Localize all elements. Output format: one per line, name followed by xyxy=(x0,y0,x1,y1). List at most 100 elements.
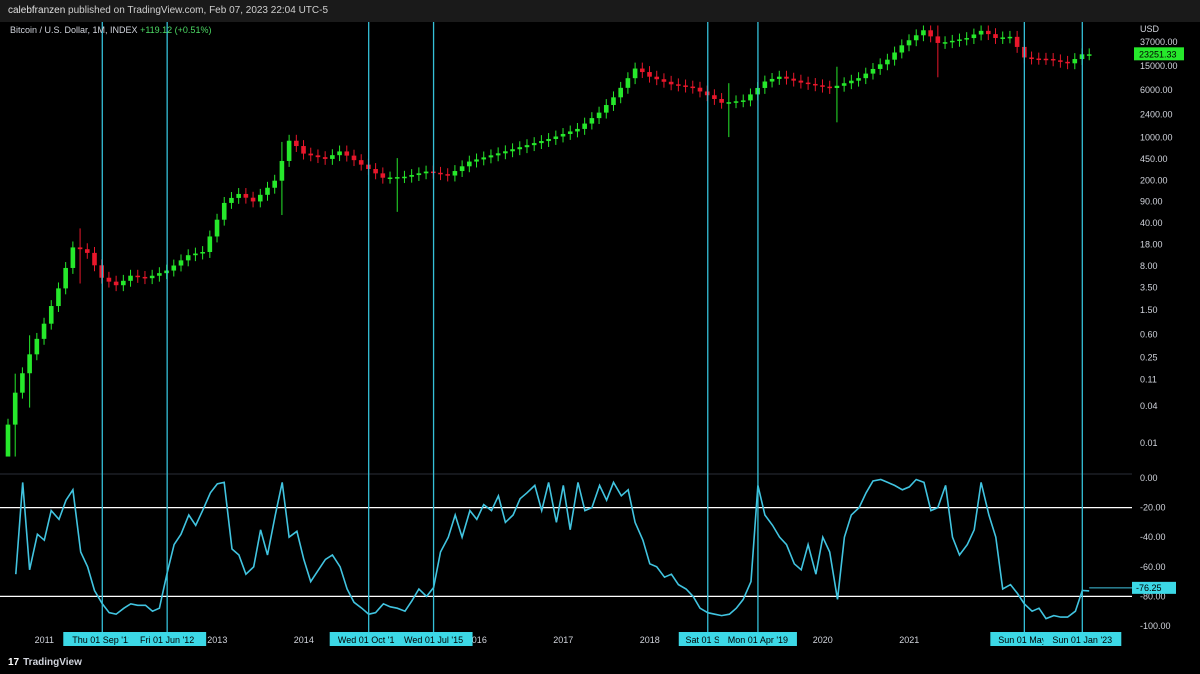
candle-body xyxy=(488,155,494,158)
candle-body xyxy=(1058,60,1063,62)
price-axis-tick: 3.50 xyxy=(1140,283,1158,293)
candle-body xyxy=(257,194,263,202)
tradingview-brand: TradingView xyxy=(23,657,82,668)
date-marker-label-bg xyxy=(990,632,1059,646)
candle-body xyxy=(344,151,350,156)
candle-body xyxy=(553,136,559,139)
candle-body xyxy=(481,157,487,160)
candle-body xyxy=(661,79,667,82)
candle-body xyxy=(229,197,234,203)
candle-body xyxy=(719,98,724,103)
candle-body xyxy=(762,81,768,88)
footer: 17 TradingView xyxy=(0,652,1200,674)
candle-body xyxy=(394,177,400,179)
candle-body xyxy=(63,267,68,289)
price-axis-tick: 6000.00 xyxy=(1140,85,1173,95)
candle-body xyxy=(1036,58,1042,61)
symbol-legend: Bitcoin / U.S. Dollar, 1M, INDEX +119.12… xyxy=(10,25,211,35)
candle-body xyxy=(870,68,876,74)
candle-body xyxy=(841,83,847,86)
candle-body xyxy=(77,247,83,250)
candle-body xyxy=(48,306,54,324)
candle-body xyxy=(373,169,378,174)
candle-body xyxy=(640,68,645,73)
candle-body xyxy=(380,173,386,178)
candle-body xyxy=(827,86,833,89)
candle-body xyxy=(899,45,905,53)
candle-body xyxy=(279,160,285,181)
oscillator-axis-tick: -20.00 xyxy=(1140,503,1166,513)
publish-bar: calebfranzen published on TradingView.co… xyxy=(0,0,1200,22)
candle-body xyxy=(524,145,530,148)
candle-body xyxy=(236,193,241,198)
date-marker-label-bg xyxy=(394,632,473,646)
candle-body xyxy=(863,73,869,79)
candle-body xyxy=(849,80,854,84)
candle-body xyxy=(193,253,198,256)
candle-body xyxy=(1007,36,1013,39)
price-axis-tick: 0.60 xyxy=(1140,329,1158,339)
author-name[interactable]: calebfranzen xyxy=(8,5,66,16)
candle-body xyxy=(1043,58,1049,61)
candle-body xyxy=(438,172,443,175)
price-axis-tick: 18.00 xyxy=(1140,239,1163,249)
candle-body xyxy=(214,219,220,237)
candle-body xyxy=(986,30,991,35)
candle-body xyxy=(769,78,775,82)
price-axis-tick: 0.01 xyxy=(1140,438,1158,448)
candle-body xyxy=(690,86,696,89)
candle-body xyxy=(185,255,191,261)
candle-body xyxy=(157,273,162,276)
candle-body xyxy=(1000,37,1006,39)
candle-body xyxy=(1014,36,1020,47)
candle-body xyxy=(221,202,227,220)
candle-body xyxy=(27,354,32,374)
oscillator-axis-tick: -40.00 xyxy=(1140,532,1166,542)
date-marker-label: Wed 01 Jul '15 xyxy=(404,635,463,645)
candle-body xyxy=(272,180,277,188)
date-marker-label-bg xyxy=(718,632,797,646)
candle-body xyxy=(834,85,840,89)
candle-body xyxy=(474,159,479,162)
candle-body xyxy=(200,252,205,254)
candle-body xyxy=(387,177,393,180)
candle-body xyxy=(178,260,184,266)
candle-body xyxy=(243,193,249,198)
candle-body xyxy=(1065,61,1070,64)
candle-body xyxy=(697,87,703,92)
candle-body xyxy=(207,236,213,253)
price-axis-unit: USD xyxy=(1140,24,1160,34)
candle-body xyxy=(308,153,314,156)
x-axis-tick: 2018 xyxy=(640,635,660,645)
date-marker-label-bg xyxy=(63,632,142,646)
candle-body xyxy=(495,153,501,156)
candle-body xyxy=(892,52,897,60)
price-axis-tick: 0.11 xyxy=(1140,374,1157,384)
candle-body xyxy=(560,133,566,137)
candle-body xyxy=(733,101,739,103)
candle-body xyxy=(957,39,962,41)
candle-body xyxy=(791,78,796,81)
candle-body xyxy=(265,187,270,195)
candle-body xyxy=(589,118,595,124)
date-marker-label-bg xyxy=(128,632,207,646)
date-marker-label: Sun 01 Jan '23 xyxy=(1052,635,1112,645)
candle-body xyxy=(748,94,753,101)
candle-body xyxy=(885,59,890,65)
oscillator-last-value: -76.25 xyxy=(1136,583,1162,593)
candle-body xyxy=(510,149,515,152)
price-axis-tick: 15000.00 xyxy=(1140,61,1178,71)
candle-body xyxy=(820,85,825,87)
candle-body xyxy=(84,249,90,253)
candle-body xyxy=(92,252,97,266)
last-price-marker xyxy=(1134,47,1184,61)
candle-body xyxy=(531,143,537,146)
candle-body xyxy=(784,76,789,79)
tradingview-logo[interactable]: 17 TradingView xyxy=(8,657,82,668)
candle-body xyxy=(921,30,926,36)
date-marker-label: Sun 01 May ' xyxy=(998,635,1051,645)
candle-body xyxy=(171,265,177,271)
candle-body xyxy=(575,128,580,132)
candle-body xyxy=(776,76,782,79)
